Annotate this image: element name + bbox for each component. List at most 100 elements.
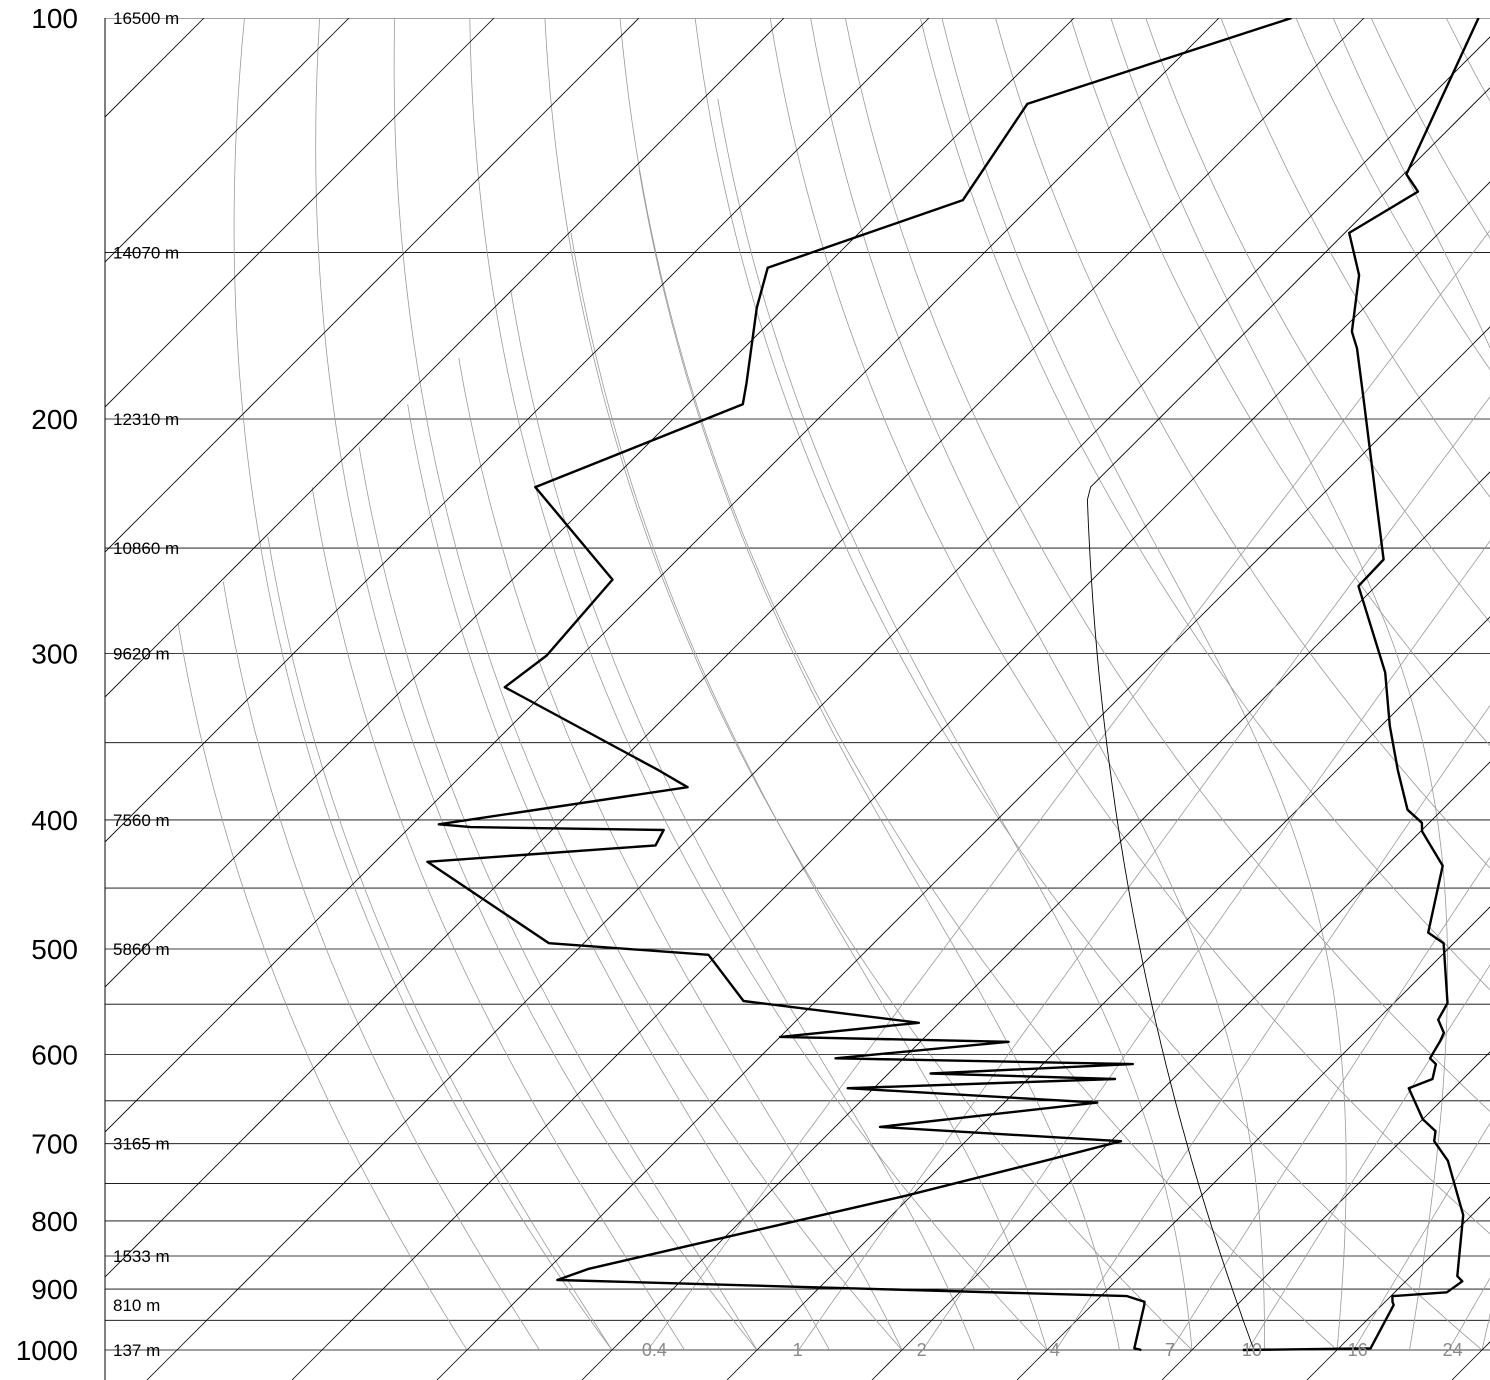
moist-adiabat-line [311, 487, 685, 1351]
moist-adiabat-line [941, 18, 1347, 1351]
mixing-ratio-line [1055, 704, 1490, 1351]
height-label: 9620 m [113, 645, 170, 664]
isotherm-line [466, 326, 1490, 1351]
isotherm-line [1481, 1341, 1490, 1351]
height-label: 16500 m [113, 9, 179, 28]
plot-area [104, 18, 1490, 1380]
pressure-tick-label: 600 [31, 1039, 78, 1070]
isotherm-line [1161, 1349, 1193, 1380]
dry-adiabat-line [769, 18, 1490, 1235]
dry-adiabat-line [1370, 18, 1490, 239]
isotherm-line [901, 761, 1490, 1351]
mixing-ratio-line [1353, 1122, 1490, 1351]
height-label: 5860 m [113, 940, 170, 959]
moist-adiabat-line [1110, 18, 1448, 1351]
dry-adiabat-line [1445, 18, 1490, 102]
mixing-ratio-label: 16 [1348, 1340, 1368, 1360]
pressure-tick-label: 1000 [16, 1335, 78, 1366]
mixing-ratio-label: 4 [1050, 1340, 1060, 1360]
isotherm-line [105, 18, 1365, 1278]
dry-adiabat-line [619, 18, 1338, 1351]
mixing-ratio-label: 7 [1165, 1340, 1175, 1360]
dry-adiabat-line [233, 18, 613, 1351]
pressure-tick-label: 900 [31, 1274, 78, 1305]
mixing-ratio-line [1247, 964, 1490, 1351]
isotherm-line [105, 18, 930, 843]
dry-adiabat-line [393, 18, 903, 1351]
mixing-ratio-label: 10 [1242, 1340, 1262, 1360]
mixing-ratio-line [647, 229, 1490, 1351]
height-label: 3165 m [113, 1135, 170, 1154]
pressure-tick-label: 300 [31, 639, 78, 670]
isotherm-line [581, 1349, 613, 1380]
isotherm-line [436, 1349, 468, 1380]
isotherm-line [321, 181, 1490, 1351]
pressure-tick-label: 400 [31, 805, 78, 836]
temperature-profile [1242, 18, 1480, 1352]
height-label: 137 m [113, 1341, 160, 1360]
mixing-ratio-label: 24 [1443, 1340, 1463, 1360]
dry-adiabat-line [1070, 18, 1490, 747]
dry-adiabat-line [995, 18, 1490, 869]
dry-adiabat-line [1145, 18, 1490, 624]
isotherm-line [105, 18, 640, 553]
mixing-ratio-line [798, 396, 1490, 1351]
reference-curve [1086, 87, 1490, 1351]
isotherm-line [176, 36, 1490, 1351]
isotherm-line [146, 1349, 178, 1380]
isotherm-line [726, 1349, 758, 1380]
pressure-tick-label: 800 [31, 1206, 78, 1237]
height-label: 810 m [113, 1296, 160, 1315]
isotherm-line [1046, 906, 1490, 1351]
dry-adiabat-line [315, 18, 758, 1351]
dry-adiabat-line [469, 18, 1048, 1351]
height-label: 7560 m [113, 811, 170, 830]
moist-adiabat-line [570, 232, 1048, 1351]
dry-adiabat-line [920, 18, 1490, 991]
moist-adiabat-line [222, 581, 540, 1351]
dry-adiabat-line [694, 18, 1483, 1351]
mixing-ratio-labels: 0.412471016243240g/kg [642, 1340, 1463, 1360]
isotherm-line [105, 18, 785, 698]
mixing-ratio-line [1170, 856, 1490, 1351]
moist-adiabat-line [407, 404, 830, 1351]
isotherm-line [105, 18, 495, 408]
mixing-ratio-line [922, 540, 1490, 1351]
moist-adiabat-line [458, 357, 903, 1351]
pressure-axis-labels: 100 200 300 400 500 600 700 800 900 1000 [16, 3, 78, 1366]
height-label: 10860 m [113, 539, 179, 558]
moist-adiabat-line [267, 536, 613, 1351]
dry-adiabat-line [544, 18, 1193, 1351]
dewpoint-profile [426, 18, 1292, 1352]
dry-adiabat-line [1295, 18, 1490, 371]
pressure-tick-label: 700 [31, 1129, 78, 1160]
mixing-ratio-label: 2 [917, 1340, 927, 1360]
moist-adiabat-line [177, 623, 468, 1351]
height-labels: 16500 m 14070 m 12310 m 10860 m 9620 m 7560 m… [113, 9, 179, 1360]
pressure-tick-label: 200 [31, 404, 78, 435]
height-label: 12310 m [113, 410, 179, 429]
mixing-ratio-label: 0.4 [642, 1340, 667, 1360]
sounding-profiles [426, 18, 1480, 1352]
isotherm-line [291, 1349, 323, 1380]
mixing-ratio-line [1448, 1277, 1490, 1351]
moist-adiabat-line [717, 98, 1193, 1351]
isotherm-line [1306, 1349, 1338, 1380]
isotherm-line [105, 18, 1220, 1133]
pressure-tick-label: 500 [31, 934, 78, 965]
pressure-tick-label: 100 [31, 3, 78, 34]
height-label: 14070 m [113, 244, 179, 263]
isotherm-line [1191, 1051, 1490, 1351]
isotherm-line [1451, 1349, 1483, 1380]
moist-adiabat-line [638, 169, 1120, 1351]
dry-adiabat-line [844, 18, 1490, 1113]
moist-adiabat-line [358, 447, 758, 1351]
isotherm-line [871, 1349, 903, 1380]
grid-lines [105, 18, 1490, 1380]
isotherm-line [611, 471, 1490, 1351]
moist-adiabat-line [1332, 18, 1490, 1351]
mixing-ratio-label: 1 [793, 1340, 803, 1360]
height-label: 1533 m [113, 1247, 170, 1266]
isotherm-line [1016, 1349, 1048, 1380]
